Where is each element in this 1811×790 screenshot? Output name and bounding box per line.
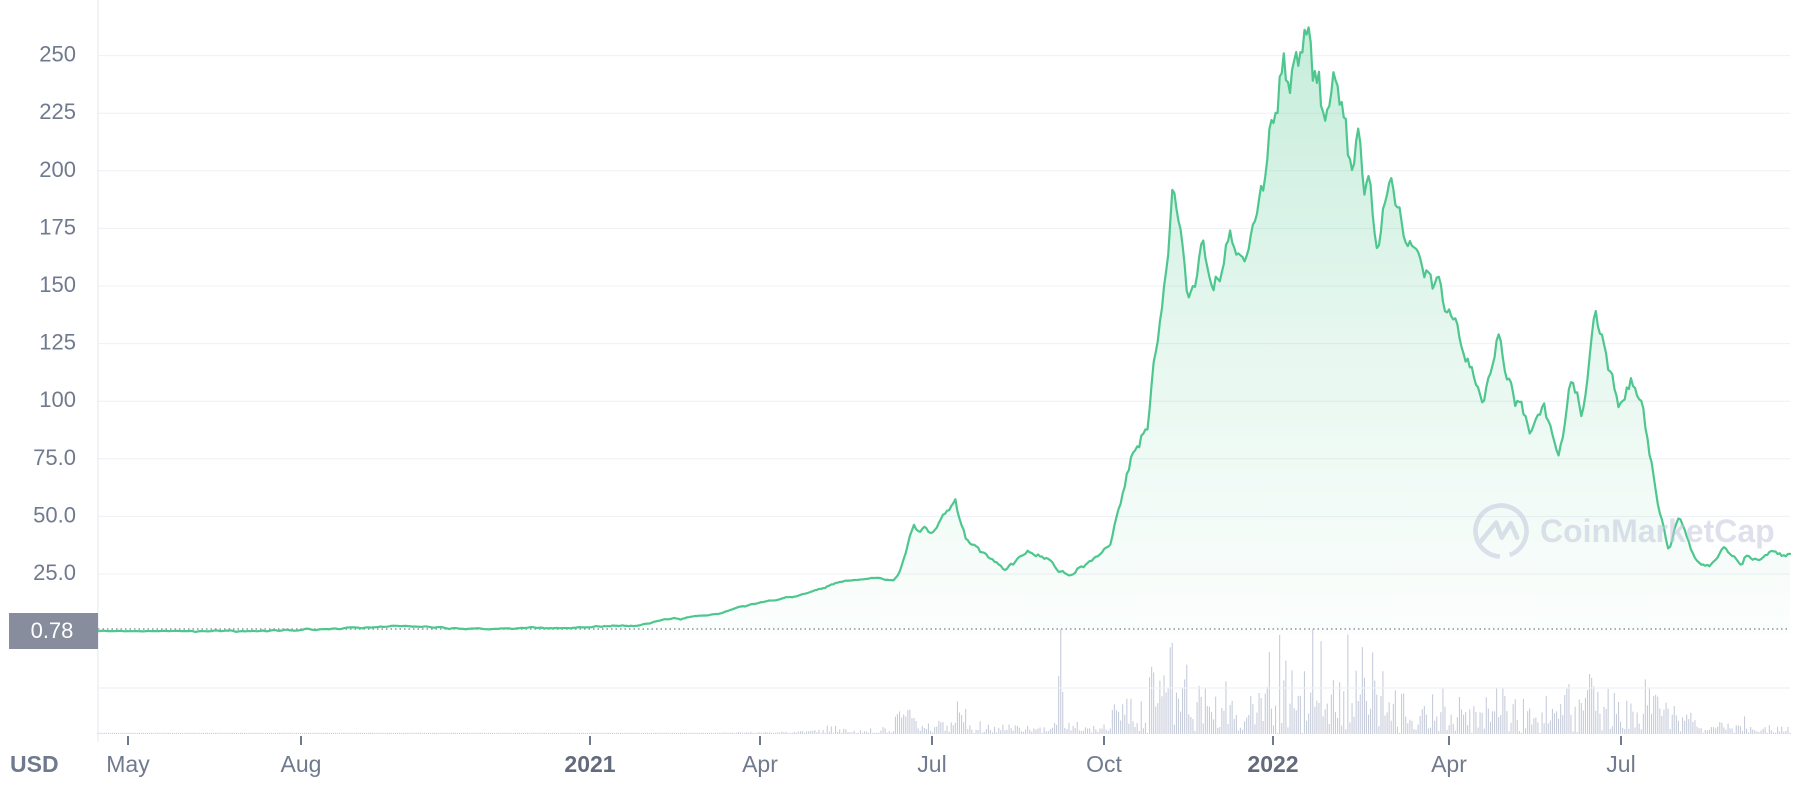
svg-text:225: 225 <box>39 99 76 124</box>
svg-text:250: 250 <box>39 42 76 67</box>
svg-text:175: 175 <box>39 214 76 239</box>
svg-text:2022: 2022 <box>1247 751 1298 777</box>
svg-text:150: 150 <box>39 272 76 297</box>
svg-text:200: 200 <box>39 157 76 182</box>
svg-text:CoinMarketCap: CoinMarketCap <box>1540 513 1775 549</box>
svg-text:Oct: Oct <box>1086 751 1122 777</box>
svg-text:Aug: Aug <box>281 751 322 777</box>
svg-text:Jul: Jul <box>1606 751 1635 777</box>
svg-text:Apr: Apr <box>1431 751 1467 777</box>
svg-text:USD: USD <box>10 751 59 777</box>
svg-text:125: 125 <box>39 330 76 355</box>
svg-text:25.0: 25.0 <box>33 560 76 585</box>
svg-text:100: 100 <box>39 387 76 412</box>
svg-text:50.0: 50.0 <box>33 502 76 527</box>
svg-text:0.78: 0.78 <box>31 618 74 643</box>
svg-text:Apr: Apr <box>742 751 778 777</box>
svg-text:Jul: Jul <box>917 751 946 777</box>
svg-text:2021: 2021 <box>564 751 615 777</box>
svg-text:75.0: 75.0 <box>33 445 76 470</box>
svg-text:May: May <box>106 751 150 777</box>
